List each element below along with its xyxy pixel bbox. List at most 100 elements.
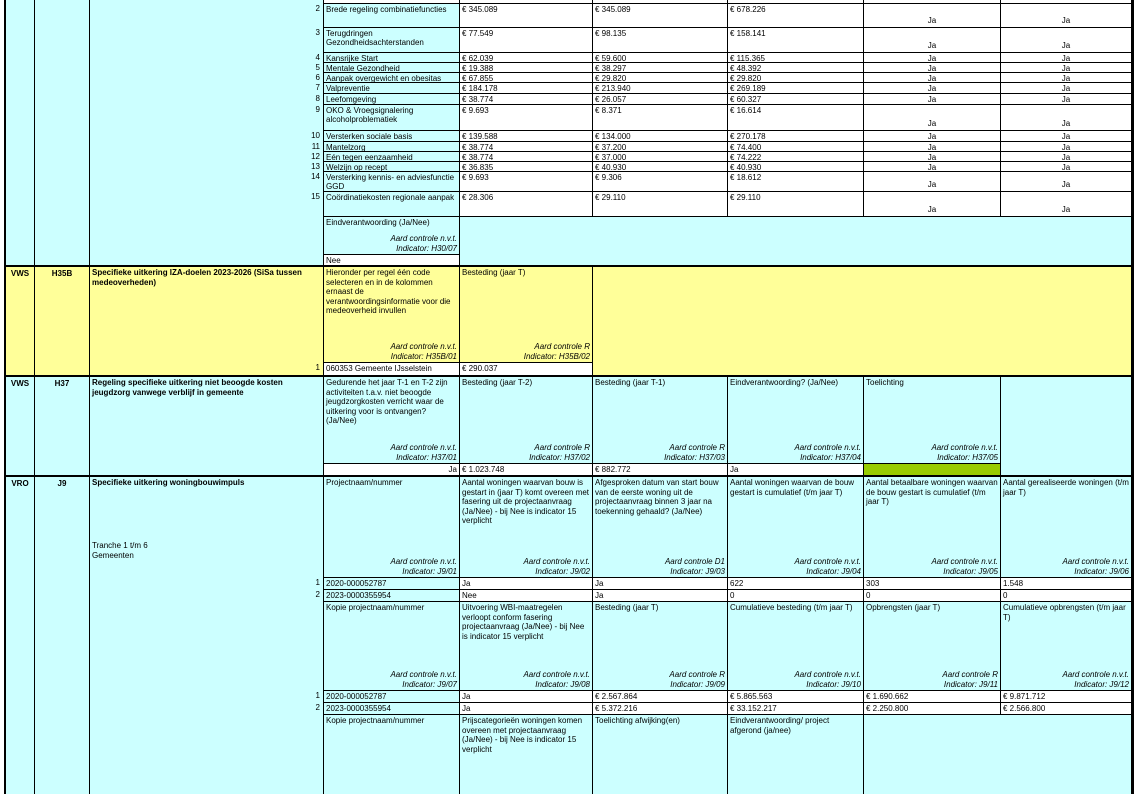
data-cell[interactable]: € 9.693	[460, 104, 593, 130]
data-cell[interactable]: Ja	[728, 463, 864, 475]
data-cell[interactable]: € 345.089	[460, 3, 593, 27]
data-cell[interactable]: € 678.226	[728, 3, 864, 27]
data-cell[interactable]: 1.548	[1001, 577, 1132, 589]
data-cell[interactable]: Ja	[864, 82, 1001, 93]
data-cell[interactable]: Ja	[864, 3, 1001, 27]
data-cell[interactable]: € 62.039	[460, 52, 593, 62]
data-cell[interactable]: € 40.930	[593, 161, 728, 171]
data-cell[interactable]: € 270.178	[728, 130, 864, 141]
data-cell[interactable]: € 74.222	[728, 151, 864, 161]
data-cell[interactable]: € 184.178	[460, 82, 593, 93]
data-cell[interactable]: € 60.327	[728, 93, 864, 104]
data-cell[interactable]: € 158.141	[728, 27, 864, 52]
data-cell[interactable]: € 9.693	[460, 171, 593, 191]
data-cell[interactable]: Ja	[864, 141, 1001, 151]
data-cell[interactable]: Ja	[864, 93, 1001, 104]
data-cell[interactable]: € 37.000	[593, 151, 728, 161]
data-cell[interactable]: € 290.037	[460, 362, 593, 375]
data-cell[interactable]: Ja	[460, 690, 593, 702]
data-cell[interactable]: Ja	[1001, 171, 1132, 191]
data-cell[interactable]: € 5.865.563	[728, 690, 864, 702]
data-cell[interactable]: 622	[728, 577, 864, 589]
data-cell[interactable]	[864, 0, 1001, 3]
data-cell[interactable]: Ja	[460, 702, 593, 714]
data-cell[interactable]: € 29.110	[593, 191, 728, 216]
data-cell[interactable]: € 38.774	[460, 93, 593, 104]
data-cell[interactable]: 060353 Gemeente IJsselstein	[324, 362, 460, 375]
data-cell[interactable]: Ja	[1001, 161, 1132, 171]
data-cell[interactable]: € 77.549	[460, 27, 593, 52]
data-cell[interactable]: Ja	[593, 577, 728, 589]
data-cell[interactable]: € 29.110	[728, 191, 864, 216]
data-cell[interactable]: Ja	[1001, 72, 1132, 82]
data-cell[interactable]: Ja	[864, 62, 1001, 72]
data-cell[interactable]: € 9.306	[593, 171, 728, 191]
data-cell[interactable]: € 29.820	[593, 72, 728, 82]
data-cell[interactable]: Ja	[864, 191, 1001, 216]
data-cell[interactable]: € 38.774	[460, 141, 593, 151]
data-cell[interactable]: Ja	[864, 27, 1001, 52]
data-cell[interactable]: € 67.855	[460, 72, 593, 82]
data-cell[interactable]: € 1.690.662	[864, 690, 1001, 702]
data-cell[interactable]: Nee	[460, 589, 593, 601]
data-cell[interactable]: 0	[1001, 589, 1132, 601]
data-cell[interactable]: Ja	[1001, 93, 1132, 104]
data-cell[interactable]: € 2.567.864	[593, 690, 728, 702]
data-cell[interactable]: Ja	[1001, 104, 1132, 130]
data-cell[interactable]: Ja	[864, 171, 1001, 191]
data-cell[interactable]: Nee	[324, 254, 460, 265]
data-cell[interactable]: € 38.774	[460, 151, 593, 161]
data-cell[interactable]: € 139.588	[460, 130, 593, 141]
data-cell[interactable]: Ja	[1001, 3, 1132, 27]
data-cell[interactable]: Ja	[1001, 62, 1132, 72]
data-cell[interactable]: € 26.057	[593, 93, 728, 104]
data-cell[interactable]: 303	[864, 577, 1001, 589]
data-cell[interactable]	[1001, 0, 1132, 3]
data-cell[interactable]: € 134.000	[593, 130, 728, 141]
data-cell[interactable]: € 38.297	[593, 62, 728, 72]
data-cell[interactable]: € 882.772	[593, 463, 728, 475]
data-cell[interactable]: Ja	[593, 589, 728, 601]
data-cell[interactable]: Ja	[324, 463, 460, 475]
data-cell[interactable]: € 74.400	[728, 141, 864, 151]
data-cell[interactable]: € 18.612	[728, 171, 864, 191]
data-cell[interactable]: Ja	[864, 151, 1001, 161]
data-cell[interactable]: € 29.820	[728, 72, 864, 82]
data-cell[interactable]	[728, 0, 864, 3]
data-cell[interactable]: € 28.306	[460, 191, 593, 216]
data-cell[interactable]: 0	[728, 589, 864, 601]
data-cell[interactable]: € 37.200	[593, 141, 728, 151]
data-cell[interactable]: Ja	[1001, 191, 1132, 216]
data-cell[interactable]: € 98.135	[593, 27, 728, 52]
data-cell[interactable]: € 2.566.800	[1001, 702, 1132, 714]
data-cell[interactable]: € 5.372.216	[593, 702, 728, 714]
data-cell[interactable]: € 16.614	[728, 104, 864, 130]
data-cell[interactable]: € 33.152.217	[728, 702, 864, 714]
data-cell[interactable]: Ja	[864, 72, 1001, 82]
data-cell[interactable]: Ja	[864, 104, 1001, 130]
data-cell[interactable]: Ja	[864, 52, 1001, 62]
data-cell[interactable]: € 8.371	[593, 104, 728, 130]
data-cell[interactable]: € 2.250.800	[864, 702, 1001, 714]
data-cell[interactable]: Ja	[1001, 82, 1132, 93]
data-cell[interactable]: Ja	[460, 577, 593, 589]
data-cell[interactable]: € 59.600	[593, 52, 728, 62]
data-cell[interactable]: 0	[864, 589, 1001, 601]
data-cell[interactable]: € 213.940	[593, 82, 728, 93]
data-cell[interactable]: Ja	[864, 130, 1001, 141]
data-cell[interactable]: € 269.189	[728, 82, 864, 93]
data-cell[interactable]: Ja	[1001, 130, 1132, 141]
data-cell[interactable]: Ja	[1001, 151, 1132, 161]
data-cell[interactable]: € 345.089	[593, 3, 728, 27]
data-cell[interactable]: € 115.365	[728, 52, 864, 62]
data-cell[interactable]: Ja	[864, 161, 1001, 171]
data-cell[interactable]: € 36.835	[460, 161, 593, 171]
data-cell[interactable]: € 40.930	[728, 161, 864, 171]
data-cell[interactable]: € 9.871.712	[1001, 690, 1132, 702]
data-cell[interactable]: € 1.023.748	[460, 463, 593, 475]
toelichting-cell[interactable]	[864, 463, 1001, 475]
data-cell[interactable]: Ja	[1001, 141, 1132, 151]
data-cell[interactable]: € 19.388	[460, 62, 593, 72]
data-cell[interactable]	[460, 0, 593, 3]
data-cell[interactable]: Ja	[1001, 52, 1132, 62]
